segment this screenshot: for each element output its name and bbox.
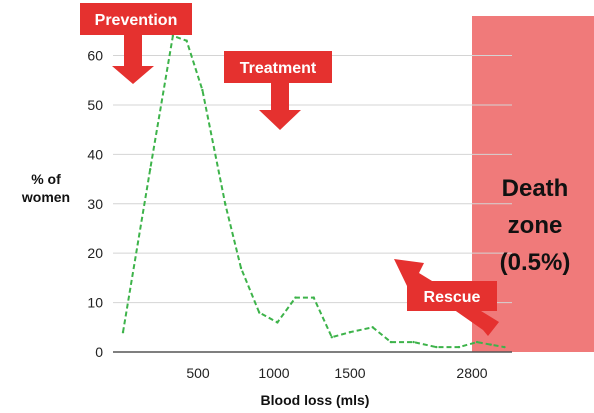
data-point <box>185 39 188 42</box>
data-point <box>412 340 415 344</box>
data-point <box>258 311 261 314</box>
prevention-arrow-icon <box>112 35 154 84</box>
data-point <box>457 345 461 349</box>
data-point <box>489 343 492 346</box>
rescue-callout: Rescue <box>394 259 499 336</box>
y-tick-label: 50 <box>87 97 103 113</box>
data-point <box>312 296 315 299</box>
prevention-callout-label: Prevention <box>95 12 178 29</box>
x-tick-label: 500 <box>186 365 210 381</box>
rescue-callout-label: Rescue <box>424 289 481 306</box>
series-points <box>121 34 506 349</box>
treatment-callout: Treatment <box>224 51 332 130</box>
data-point <box>348 331 352 334</box>
y-axis-label-line-2: women <box>21 189 70 205</box>
treatment-callout-box <box>224 51 332 83</box>
treatment-callout-label: Treatment <box>240 60 317 77</box>
data-point <box>475 340 479 344</box>
prevention-callout-box <box>80 3 192 35</box>
data-point <box>371 326 374 329</box>
y-tick-label: 0 <box>95 344 103 360</box>
x-tick-label: 1000 <box>258 365 289 381</box>
data-point <box>276 321 279 324</box>
data-point <box>239 266 243 270</box>
y-tick-label: 40 <box>87 146 103 162</box>
gridlines <box>113 55 512 304</box>
x-axis-label: Blood loss (mls) <box>261 392 370 408</box>
death-zone-label-line-1: Death <box>502 175 569 202</box>
data-point <box>201 88 204 92</box>
data-point <box>330 336 333 339</box>
y-tick-label: 30 <box>87 196 103 212</box>
data-point <box>149 168 152 171</box>
x-tick-label: 1500 <box>334 365 365 381</box>
data-point <box>389 340 393 344</box>
y-tick-label: 10 <box>87 295 103 311</box>
rescue-callout-box <box>407 281 497 311</box>
data-point <box>435 345 438 349</box>
y-axis-label-line-1: % of <box>31 171 61 187</box>
y-tick-label: 20 <box>87 245 103 261</box>
data-point <box>121 331 125 334</box>
y-axis-ticks: 0 10 20 30 40 50 60 <box>87 48 103 360</box>
death-zone-label-line-3: (0.5%) <box>500 249 571 276</box>
data-point <box>503 345 506 349</box>
y-tick-label: 60 <box>87 48 103 64</box>
treatment-arrow-icon <box>259 83 301 130</box>
x-tick-label: 2800 <box>456 365 487 381</box>
death-zone-label-line-2: zone <box>508 212 563 239</box>
prevention-callout: Prevention <box>80 3 192 84</box>
data-point <box>224 202 227 205</box>
data-point <box>171 34 175 37</box>
data-point <box>294 296 297 299</box>
x-axis-ticks: 500 1000 1500 2800 <box>186 365 487 381</box>
